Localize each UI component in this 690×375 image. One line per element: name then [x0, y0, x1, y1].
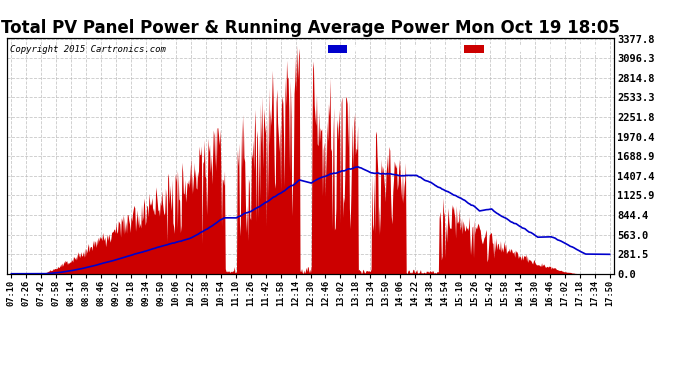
Title: Total PV Panel Power & Running Average Power Mon Oct 19 18:05: Total PV Panel Power & Running Average P… [1, 20, 620, 38]
Text: Copyright 2015 Cartronics.com: Copyright 2015 Cartronics.com [10, 45, 166, 54]
Legend: Average  (DC Watts), PV Panels  (DC Watts): Average (DC Watts), PV Panels (DC Watts) [326, 42, 609, 56]
